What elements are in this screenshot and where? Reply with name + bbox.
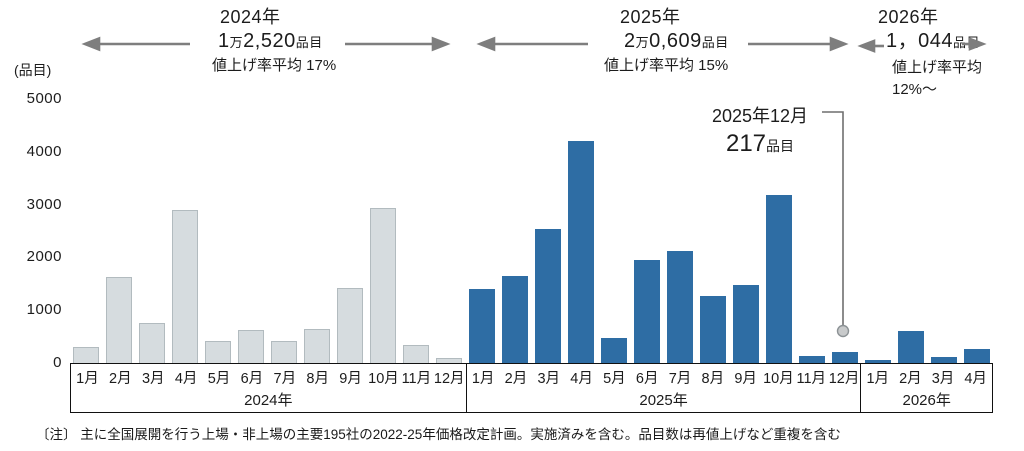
range-rate-2024: 値上げ率平均 17% xyxy=(212,56,337,74)
bar-2024-10月 xyxy=(370,207,397,363)
month-label-2025-7月: 7月 xyxy=(668,370,692,387)
bar-2025-7月 xyxy=(666,251,693,363)
bar-2025-9月 xyxy=(732,284,759,363)
bar-2026-4月 xyxy=(963,349,990,363)
bar-2026-3月 xyxy=(930,357,957,363)
month-label-2026-2月: 2月 xyxy=(899,370,922,387)
month-label-2026-1月: 1月 xyxy=(866,370,890,387)
bar-2025-8月 xyxy=(699,295,726,363)
month-label-2024-1月: 1月 xyxy=(76,370,99,387)
month-label-2024-7月: 7月 xyxy=(273,370,297,387)
axis-group-2025: 1月 2月 3月 4月 5月 6月 7月 8月 9月 10月 11月 12月 2025年 xyxy=(465,364,861,412)
bar-2024-11月 xyxy=(403,345,430,363)
range-arrowhead-2024-left xyxy=(81,36,101,52)
y-tick-4000: 4000 xyxy=(26,142,62,160)
month-label-2025-3月: 3月 xyxy=(537,370,561,387)
month-label-2024-4月: 4月 xyxy=(174,370,198,387)
month-label-2024-10月: 10月 xyxy=(368,370,399,387)
axis-group-2026: 1月 2月 3月 4月 2026年 xyxy=(860,364,992,412)
month-label-2025-10月: 10月 xyxy=(763,370,794,387)
month-label-2025-6月: 6月 xyxy=(635,370,659,387)
month-label-2024-6月: 6月 xyxy=(240,370,264,387)
month-label-2025-8月: 8月 xyxy=(701,370,725,387)
range-year-2025: 2025年 xyxy=(620,7,681,27)
range-arrowhead-2025-right xyxy=(829,36,849,52)
range-rate-2025: 値上げ率平均 15% xyxy=(604,56,729,74)
y-tick-1000: 1000 xyxy=(26,301,62,319)
month-label-2024-8月: 8月 xyxy=(306,370,329,387)
month-label-2024-3月: 3月 xyxy=(141,370,165,387)
range-arrowhead-2025-left xyxy=(476,36,496,52)
bar-2025-10月 xyxy=(765,194,792,363)
y-axis-unit-label: (品目) xyxy=(14,62,52,78)
footnote: 〔注〕 主に全国展開を行う上場・非上場の主要195社の2022-25年価格改定計… xyxy=(36,427,841,442)
y-tick-3000: 3000 xyxy=(26,195,62,213)
bar-2024-8月 xyxy=(304,328,331,363)
bar-2025-6月 xyxy=(633,260,660,363)
axis-group-2024: 1月 2月 3月 4月 5月 6月 7月 8月 9月 10月 11月 12月 2024年 xyxy=(71,364,466,412)
month-label-2025-1月: 1月 xyxy=(471,370,495,387)
year-label-2026: 2026年 xyxy=(902,392,951,409)
month-label-2025-2月: 2月 xyxy=(504,370,528,387)
bar-2025-4月 xyxy=(567,141,594,363)
range-header-2026: 2026年 1，044品目 値上げ率平均 12%～ xyxy=(876,6,982,102)
bar-2024-2月 xyxy=(106,276,133,363)
month-label-2024-12月: 12月 xyxy=(433,370,465,387)
y-tick-0: 0 xyxy=(53,354,62,371)
bar-2024-6月 xyxy=(238,330,265,363)
bar-2024-9月 xyxy=(337,288,364,363)
range-rate-2026: 値上げ率平均 12%～ xyxy=(892,58,983,99)
month-label-2025-9月: 9月 xyxy=(734,370,757,387)
bar-2024-5月 xyxy=(205,340,232,363)
range-count-2024: 1万2,520品目 xyxy=(218,29,323,52)
y-tick-2000: 2000 xyxy=(26,248,62,266)
month-label-2025-4月: 4月 xyxy=(570,370,593,387)
annotation-label: 2025年12月 xyxy=(711,106,809,126)
y-tick-5000: 5000 xyxy=(26,90,62,107)
plot-area xyxy=(70,99,993,363)
bar-2026-1月 xyxy=(864,360,891,363)
bar-2025-3月 xyxy=(534,229,561,363)
range-arrowhead-2024-right xyxy=(431,36,451,52)
range-count-2026: 1，044品目 xyxy=(886,29,981,52)
month-label-2025-12月: 12月 xyxy=(828,370,860,387)
month-label-2024-9月: 9月 xyxy=(339,370,362,387)
bar-2024-12月 xyxy=(436,358,463,363)
range-year-2026: 2026年 xyxy=(878,7,939,27)
range-count-2025: 2万0,609品目 xyxy=(624,29,729,52)
month-label-2024-2月: 2月 xyxy=(109,370,132,387)
bar-2025-5月 xyxy=(600,338,627,363)
x-axis-box: 1月 2月 3月 4月 5月 6月 7月 8月 9月 10月 11月 12月 2024年 1月 2月 3月 4月… xyxy=(70,363,993,413)
month-label-2025-5月: 5月 xyxy=(603,370,626,387)
year-label-2025: 2025年 xyxy=(639,392,688,409)
annotation-value: 217品目 xyxy=(725,130,795,157)
bar-2025-11月 xyxy=(798,356,825,363)
month-label-2024-5月: 5月 xyxy=(207,370,231,387)
month-label-2025-11月: 11月 xyxy=(796,370,827,387)
range-year-2024: 2024年 xyxy=(220,7,281,27)
bar-2024-3月 xyxy=(139,322,166,363)
range-header-2025: 2025年 2万0,609品目 値上げ率平均 15% xyxy=(604,6,729,75)
month-label-2024-11月: 11月 xyxy=(401,370,432,387)
month-label-row: 1月 2月 3月 4月 5月 6月 7月 8月 9月 10月 11月 12月 xyxy=(71,364,466,390)
bar-2025-12月 xyxy=(831,351,858,363)
range-arrowhead-2026-left xyxy=(857,39,876,53)
month-label-row: 1月 2月 3月 4月 5月 6月 7月 8月 9月 10月 11月 12月 xyxy=(467,364,861,390)
bar-2024-7月 xyxy=(271,341,298,363)
month-label-2026-3月: 3月 xyxy=(931,370,955,387)
annotation-2025-12: 2025年12月 217品目 xyxy=(700,102,820,158)
bar-2025-1月 xyxy=(469,288,496,363)
range-header-2024: 2024年 1万2,520品目 値上げ率平均 17% xyxy=(212,6,336,75)
bar-2026-2月 xyxy=(897,331,924,363)
bar-2024-4月 xyxy=(172,209,199,363)
bar-2024-1月 xyxy=(73,347,100,363)
bar-2025-2月 xyxy=(502,275,529,363)
month-label-row: 1月 2月 3月 4月 xyxy=(861,364,992,390)
year-label-2024: 2024年 xyxy=(244,392,293,409)
month-label-2026-4月: 4月 xyxy=(964,370,987,387)
